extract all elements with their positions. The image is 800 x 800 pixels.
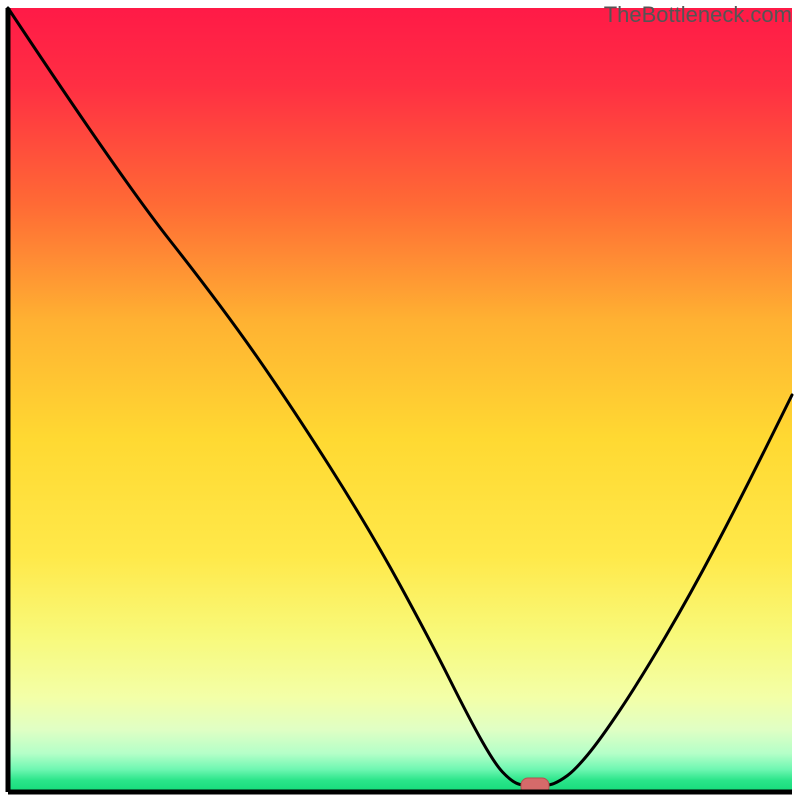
bottleneck-chart — [0, 0, 800, 800]
watermark-label: TheBottleneck.com — [604, 2, 792, 28]
chart-container: TheBottleneck.com — [0, 0, 800, 800]
chart-gradient-bg — [8, 8, 792, 792]
